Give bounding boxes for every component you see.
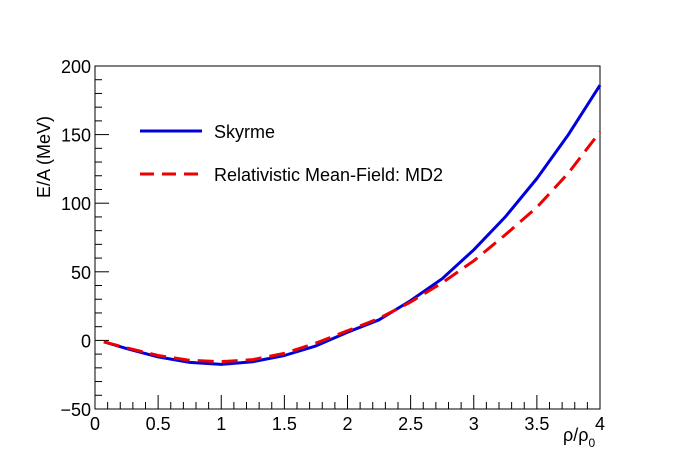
plot-frame — [94, 65, 601, 410]
y-tick-label: 100 — [61, 194, 91, 214]
y-tick-label: 50 — [71, 263, 91, 283]
y-axis-title: E/A (MeV) — [34, 116, 54, 198]
x-tick-label: 3.5 — [524, 414, 549, 434]
legend-label-rmf-md2: Relativistic Mean-Field: MD2 — [214, 165, 443, 185]
x-tick-label: 0 — [90, 414, 100, 434]
legend-label-skyrme: Skyrme — [214, 122, 275, 142]
y-tick-label: −50 — [60, 400, 91, 420]
x-tick-label: 1.5 — [272, 414, 297, 434]
y-tick-label: 200 — [61, 57, 91, 77]
y-tick-label: 150 — [61, 126, 91, 146]
x-tick-label: 3 — [469, 414, 479, 434]
y-tick-label: 0 — [81, 331, 91, 351]
axis-ticks — [94, 65, 601, 410]
x-axis-title-sub: 0 — [588, 436, 595, 450]
x-axis-title: ρ/ρ0 — [563, 425, 595, 450]
series-line-rmf-md2 — [103, 130, 602, 364]
series-layer — [103, 84, 602, 366]
x-tick-label: 1 — [216, 414, 226, 434]
x-axis-title-main: ρ/ρ — [563, 425, 588, 445]
x-tick-label: 0.5 — [146, 414, 171, 434]
x-tick-label: 2 — [342, 414, 352, 434]
legend: Skyrme Relativistic Mean-Field: MD2 — [140, 122, 443, 185]
series-line-skyrme — [103, 84, 602, 366]
x-tick-label: 4 — [595, 414, 605, 434]
x-tick-label: 2.5 — [398, 414, 423, 434]
